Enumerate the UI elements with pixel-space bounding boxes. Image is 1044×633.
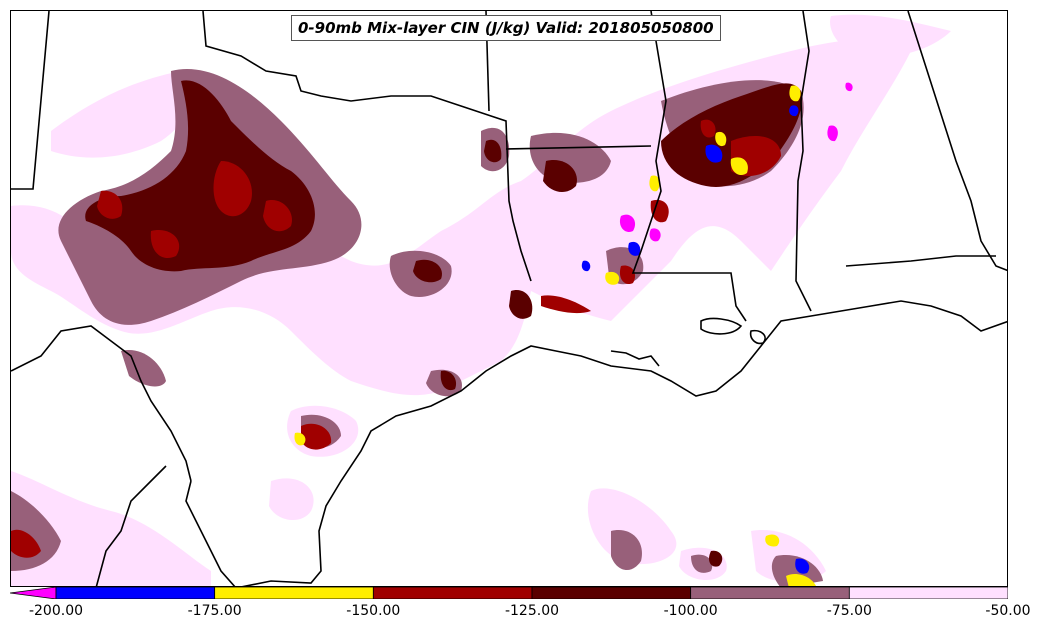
colorbar-tick-label: -100.00: [663, 603, 718, 619]
colorbar-bin: [690, 587, 850, 599]
state-boundary: [202, 11, 532, 282]
cin-field-red: [11, 119, 781, 558]
state-boundary: [631, 11, 747, 322]
cin-map: [11, 11, 1007, 586]
state-boundary: [185, 480, 236, 586]
state-boundary: [845, 255, 996, 267]
colorbar-bin: [531, 587, 692, 599]
colorbar-svg: [10, 587, 1008, 599]
colorbar-tick-label: -200.00: [28, 603, 84, 619]
coastline: [749, 329, 766, 345]
colorbar: [10, 587, 1008, 599]
colorbar-bin: [214, 587, 374, 599]
map-title: 0-90mb Mix-layer CIN (J/kg) Valid: 20180…: [291, 15, 721, 41]
coastline: [241, 300, 1007, 586]
state-boundary: [11, 325, 192, 482]
cin-field-blue: [581, 105, 810, 574]
boundary-lines: [11, 11, 1007, 586]
colorbar-bin: [55, 587, 216, 599]
colorbar-bin: [372, 587, 533, 599]
colorbar-tick-label: -75.00: [826, 603, 872, 619]
state-boundary: [795, 11, 812, 312]
cin-field-yellow: [294, 85, 816, 586]
map-panel: [10, 10, 1008, 587]
state-boundary: [95, 465, 167, 586]
colorbar-tick-label: -150.00: [346, 603, 401, 619]
colorbar-bin: [10, 587, 57, 599]
colorbar-tick-label: -175.00: [187, 603, 242, 619]
coastline: [610, 350, 660, 367]
colorbar-tick-label: -125.00: [504, 603, 560, 619]
colorbar-tick-label: -50.00: [985, 603, 1031, 619]
state-boundary: [11, 11, 50, 190]
coastline: [700, 317, 743, 335]
state-boundary: [907, 11, 1007, 272]
cin-field-magenta: [619, 82, 853, 242]
state-boundary: [505, 145, 652, 150]
colorbar-bin: [848, 587, 1008, 599]
